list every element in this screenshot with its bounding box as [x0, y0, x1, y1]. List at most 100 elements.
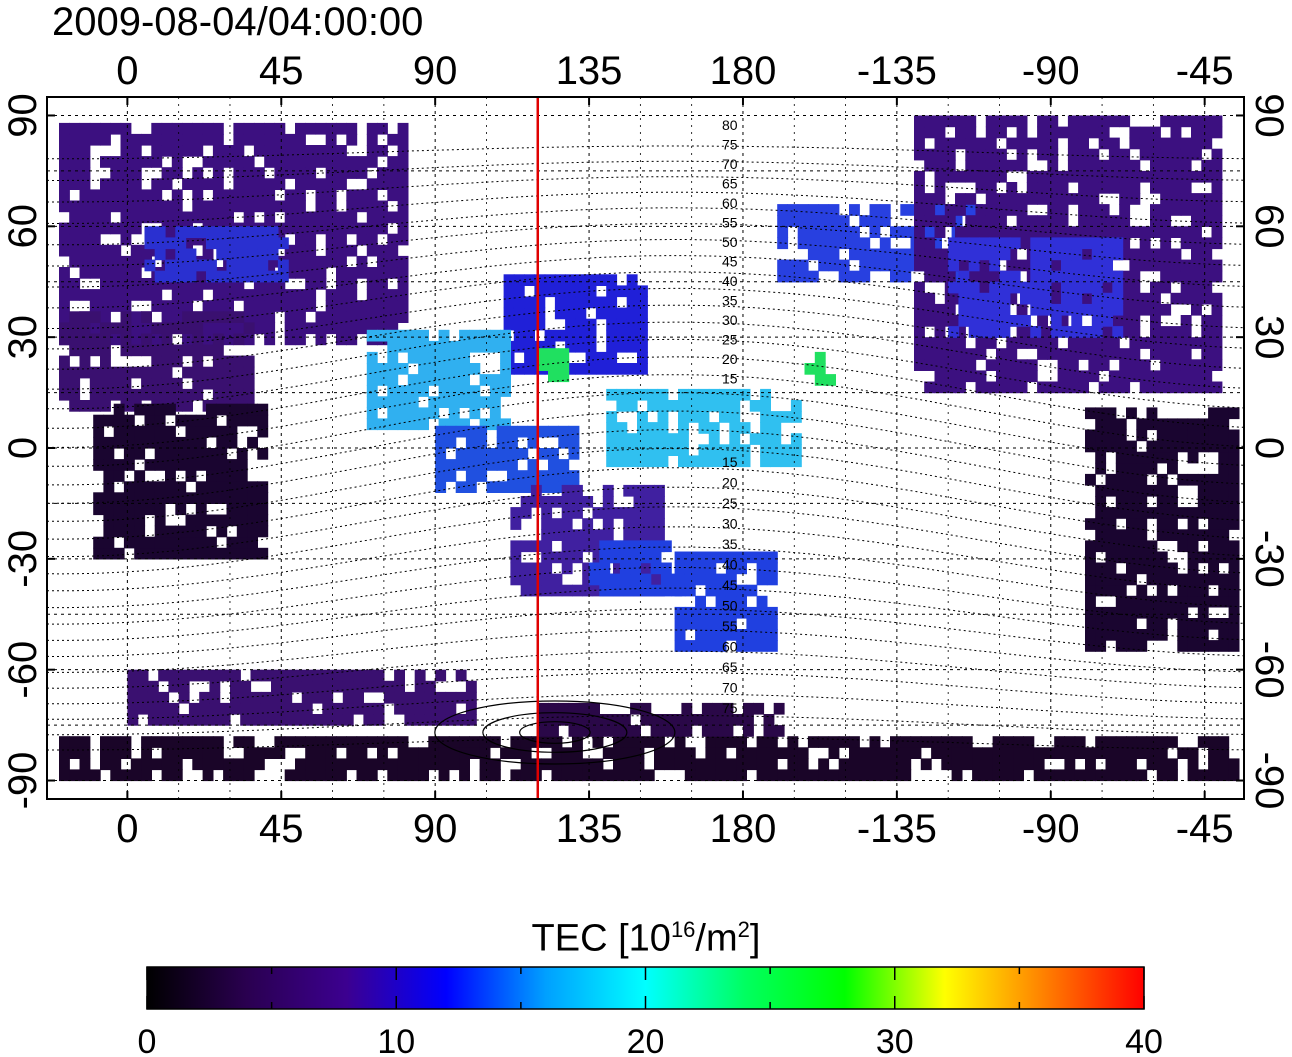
contour-line	[47, 410, 1244, 486]
left-lat-label: 60	[1, 204, 45, 249]
region-indonesia	[435, 425, 580, 493]
contour-line	[47, 526, 1244, 592]
contour-label-south: 25	[722, 495, 738, 511]
contour-labels: 80 75 70 65 60 55 50 45 40 35 30 25 20 15 15 20 25 30 35 40…	[722, 117, 738, 716]
contour-label-south: 75	[722, 700, 738, 716]
right-lat-label: 0	[1247, 437, 1291, 459]
contour-label-north: 65	[722, 176, 738, 192]
axis-ticks	[47, 97, 1244, 799]
contour-label-north: 35	[722, 293, 738, 309]
contour-label-south: 50	[722, 598, 738, 614]
south-pole-contour	[482, 712, 628, 753]
colorbar-label: 30	[876, 1023, 914, 1057]
region-china-green	[537, 348, 570, 383]
region-north-america-blue	[948, 237, 1124, 338]
contour-label-south: 30	[722, 516, 738, 532]
colorbar-title-exponent: 16	[670, 917, 696, 942]
contour-line	[47, 506, 1244, 575]
region-africa-central	[93, 403, 269, 560]
region-europe-blue	[144, 226, 289, 283]
contour-line	[47, 392, 1244, 467]
top-lon-label: -90	[1022, 49, 1080, 93]
map-title: 2009-08-04/04:00:00	[52, 0, 424, 44]
colorbar-label: 40	[1125, 1023, 1163, 1057]
south-pole-contour	[519, 721, 591, 744]
contour-label-north: 20	[722, 351, 738, 367]
contour-label-south: 60	[722, 639, 738, 655]
contour-label-south: 70	[722, 680, 738, 696]
left-lat-label: 0	[1, 437, 45, 459]
right-latitude-labels: 90 60 30 0 -30 -60 -90	[1247, 93, 1291, 809]
contour-line	[47, 321, 1244, 390]
contour-line	[47, 486, 1244, 558]
region-africa-north	[59, 311, 255, 412]
contour-label-south: 40	[722, 557, 738, 573]
colorbar-title-unit: /m	[695, 917, 738, 960]
contour-label-north: 40	[722, 273, 738, 289]
south-pole-contour	[434, 700, 676, 765]
right-lat-label: 90	[1247, 93, 1291, 138]
top-lon-label: 0	[116, 49, 138, 93]
region-china-japan	[503, 274, 648, 375]
grid-lines	[47, 97, 1244, 799]
region-new-zealand	[674, 551, 778, 652]
contour-label-north: 15	[722, 371, 738, 387]
top-longitude-labels: 0 45 90 135 180 -135 -90 -45	[116, 49, 1233, 93]
tec-data-regions	[59, 115, 1240, 782]
left-lat-label: 90	[1, 93, 45, 138]
colorbar-title-suffix: ]	[749, 917, 761, 960]
bottom-lon-label: 180	[710, 807, 777, 851]
contour-line	[47, 608, 1244, 657]
contour-line	[47, 629, 1244, 673]
contour-line	[47, 287, 1244, 350]
bottom-lon-label: -45	[1176, 807, 1234, 851]
region-antarctica	[59, 736, 1240, 782]
contour-line	[47, 567, 1244, 625]
contour-line	[47, 338, 1244, 410]
region-south-ocean	[127, 669, 477, 726]
contour-label-south: 65	[722, 659, 738, 675]
contour-line	[47, 356, 1244, 429]
bottom-lon-label: -135	[857, 807, 937, 851]
colorbar-title: TEC [1016/m2]	[0, 906, 1292, 963]
right-lat-label: 30	[1247, 315, 1291, 360]
right-lat-label: -30	[1247, 530, 1291, 588]
contour-line	[47, 223, 1244, 267]
contour-line	[47, 271, 1244, 329]
bottom-lon-label: 90	[413, 807, 458, 851]
left-lat-label: -30	[1, 530, 45, 588]
contour-lines	[47, 145, 1244, 765]
region-india-se-asia	[366, 329, 511, 431]
contour-label-south: 45	[722, 577, 738, 593]
colorbar-label: 20	[627, 1023, 665, 1057]
contour-label-south: 15	[722, 454, 738, 470]
contour-label-south: 55	[722, 618, 738, 634]
top-lon-label: 135	[556, 49, 623, 93]
contour-label-north: 80	[722, 117, 738, 133]
bottom-lon-label: 135	[556, 807, 623, 851]
contour-label-south: 35	[722, 536, 738, 552]
contour-label-north: 45	[722, 254, 738, 270]
contour-label-north: 55	[722, 215, 738, 231]
left-latitude-labels: 90 60 30 0 -30 -60 -90	[1, 93, 45, 809]
contour-line	[47, 448, 1244, 522]
bottom-lon-label: -90	[1022, 807, 1080, 851]
contour-label-north: 70	[722, 156, 738, 172]
region-hawaii	[804, 351, 836, 386]
contour-line	[47, 374, 1244, 448]
contour-line	[47, 546, 1244, 609]
region-pacific-islands	[606, 388, 802, 468]
colorbar-labels: 0 10 20 30 40	[138, 1023, 1163, 1057]
region-australia	[510, 484, 665, 597]
contour-line	[47, 467, 1244, 540]
bottom-longitude-labels: 0 45 90 135 180 -135 -90 -45	[116, 807, 1233, 851]
contour-label-north: 75	[722, 137, 738, 153]
left-lat-label: 30	[1, 315, 45, 360]
right-lat-label: 60	[1247, 204, 1291, 249]
top-lon-label: 45	[259, 49, 304, 93]
top-lon-label: 90	[413, 49, 458, 93]
right-lat-label: -90	[1247, 752, 1291, 810]
top-lon-label: -135	[857, 49, 937, 93]
contour-label-north: 30	[722, 312, 738, 328]
